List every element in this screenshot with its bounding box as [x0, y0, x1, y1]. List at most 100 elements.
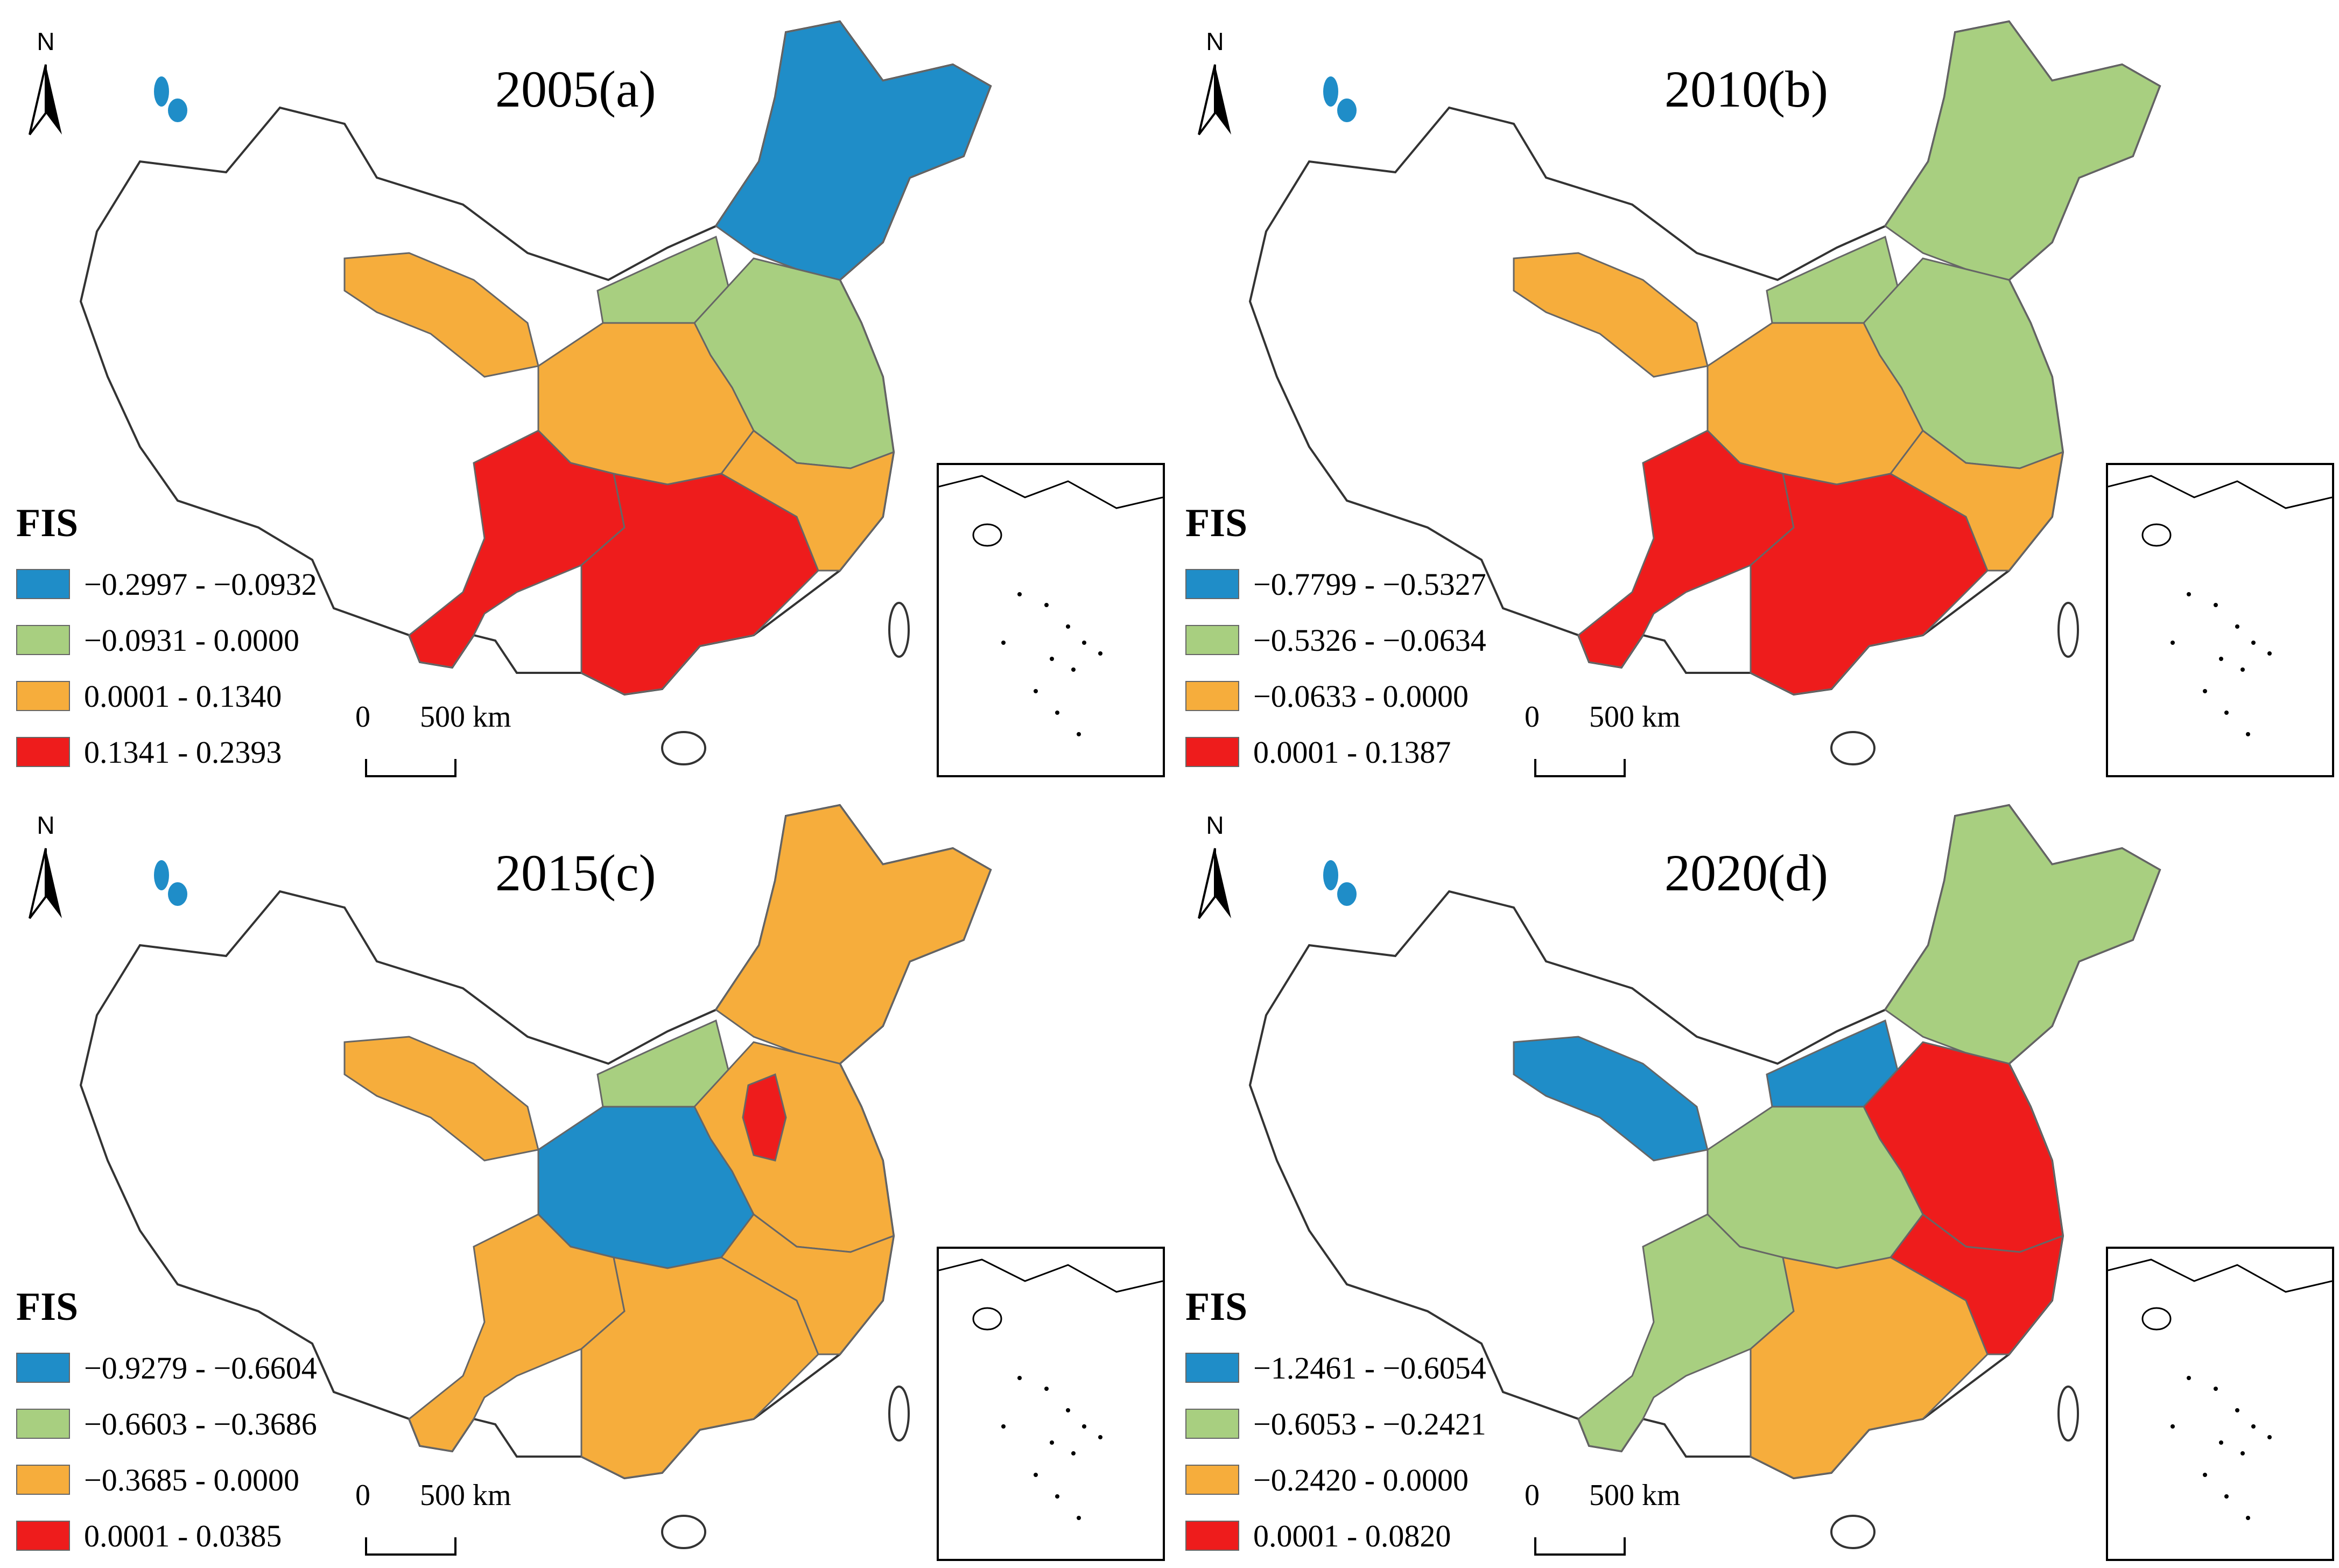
- legend-label: 0.0001 - 0.0820: [1253, 1518, 1451, 1553]
- scale-bar-line: [1534, 1537, 1626, 1556]
- north-arrow: N: [11, 811, 81, 929]
- inset-islet: [2267, 1435, 2272, 1439]
- south-china-sea-inset: [937, 1247, 1165, 1561]
- legend-swatch: [1185, 1409, 1239, 1439]
- legend-item: 0.0001 - 0.1340: [16, 668, 317, 724]
- north-label: N: [1206, 811, 1224, 839]
- legend-swatch: [16, 625, 70, 655]
- inset-islet: [1044, 1387, 1049, 1391]
- legend-item: 0.1341 - 0.2393: [16, 724, 317, 780]
- china-map-2010: [1248, 20, 2161, 765]
- inset-islet: [2224, 711, 2229, 715]
- inset-island: [2141, 1307, 2172, 1331]
- legend-label: 0.1341 - 0.2393: [84, 734, 282, 770]
- legend-swatch: [1185, 569, 1239, 599]
- inset-coastline: [2108, 1258, 2332, 1293]
- inset-islet: [2203, 689, 2207, 693]
- legend: FIS −0.9279 - −0.6604 −0.6603 - −0.3686 …: [16, 1284, 317, 1564]
- region-southeast: [720, 429, 895, 572]
- inset-islet: [2214, 603, 2218, 607]
- scale-zero: 0: [1525, 1479, 1540, 1512]
- lake-shape: [1323, 76, 1338, 107]
- inset-islet: [2224, 1494, 2229, 1499]
- scale-zero: 0: [355, 1479, 370, 1512]
- region-northwest: [1513, 252, 1709, 378]
- north-arrow: N: [1180, 27, 1250, 145]
- legend-item: −1.2461 - −0.6054: [1185, 1340, 1486, 1396]
- region-southeast: [1889, 429, 2064, 572]
- legend-item: 0.0001 - 0.0385: [16, 1508, 317, 1564]
- region-southwest: [408, 430, 626, 669]
- north-arrow-icon: [1198, 64, 1231, 136]
- inset-islet: [1001, 1424, 1006, 1429]
- region-capital: [742, 1073, 787, 1162]
- legend-label: −0.0633 - 0.0000: [1253, 678, 1469, 714]
- inset-map: [2108, 475, 2332, 736]
- legend: FIS −1.2461 - −0.6054 −0.6053 - −0.2421 …: [1185, 1284, 1486, 1564]
- north-arrow-icon: [29, 64, 62, 136]
- region-southwest: [1577, 430, 1795, 669]
- inset-islet: [1098, 651, 1102, 656]
- inset-islet: [1034, 689, 1038, 693]
- north-arrow-icon: [29, 848, 62, 919]
- legend-item: −0.2420 - 0.0000: [1185, 1452, 1486, 1508]
- legend-item: 0.0001 - 0.1387: [1185, 724, 1486, 780]
- inset-islet: [2171, 1424, 2175, 1429]
- china-map-2020: [1248, 804, 2161, 1549]
- inset-map: [939, 1258, 1163, 1520]
- inset-islet: [1082, 1424, 1086, 1429]
- region-northwest: [1513, 1036, 1709, 1162]
- region-northeast: [1884, 20, 2161, 281]
- legend-label: −0.0931 - 0.0000: [84, 622, 300, 658]
- inset-islet: [2219, 657, 2223, 661]
- map-panel-2010: N 2010(b) FIS −0.7799 - −0.5327 −0.5326 …: [1169, 0, 2338, 784]
- panel-title: 2005(a): [495, 60, 656, 118]
- scale-distance: 500 km: [1589, 1479, 1681, 1512]
- region-northwest: [343, 252, 539, 378]
- inset-islet: [2235, 1408, 2239, 1412]
- region-northeast: [714, 804, 992, 1065]
- inset-islet: [2240, 1451, 2245, 1456]
- inset-island: [972, 523, 1002, 547]
- hainan-island: [1830, 1515, 1876, 1549]
- lake-shape: [1323, 860, 1338, 890]
- inset-islet: [2251, 1424, 2256, 1429]
- lake-shape: [154, 860, 169, 890]
- inset-islet: [2187, 592, 2191, 596]
- legend-swatch: [1185, 737, 1239, 767]
- inset-islet: [1034, 1473, 1038, 1477]
- scale-distance: 500 km: [1589, 700, 1681, 734]
- north-label: N: [1206, 27, 1224, 55]
- scale-bar-line: [365, 1537, 456, 1556]
- region-northwest: [343, 1036, 539, 1162]
- region-southwest: [408, 1213, 626, 1452]
- inset-islet: [1001, 641, 1006, 645]
- map-panel-2020: N 2020(d) FIS −1.2461 - −0.6054 −0.6053 …: [1169, 784, 2338, 1567]
- legend-item: 0.0001 - 0.0820: [1185, 1508, 1486, 1564]
- inset-coastline: [2108, 475, 2332, 509]
- inset-islet: [1066, 624, 1070, 629]
- legend-swatch: [1185, 1465, 1239, 1495]
- legend-title: FIS: [1185, 501, 1248, 545]
- inset-islet: [2251, 641, 2256, 645]
- legend-item: −0.0633 - 0.0000: [1185, 668, 1486, 724]
- legend-label: 0.0001 - 0.1340: [84, 678, 282, 714]
- inset-islet: [2203, 1473, 2207, 1477]
- legend-label: −0.6603 - −0.3686: [84, 1406, 317, 1442]
- hainan-island: [661, 1515, 706, 1549]
- region-southwest: [1577, 1213, 1795, 1452]
- legend-label: −0.7799 - −0.5327: [1253, 566, 1486, 602]
- inset-islet: [1044, 603, 1049, 607]
- legend-swatch: [16, 1409, 70, 1439]
- legend-swatch: [16, 1521, 70, 1551]
- scale-distance: 500 km: [420, 1479, 511, 1512]
- legend-swatch: [16, 1353, 70, 1383]
- south-china-sea-inset: [2106, 1247, 2334, 1561]
- panel-title: 2010(b): [1664, 60, 1828, 118]
- legend-label: −0.2420 - 0.0000: [1253, 1462, 1469, 1497]
- scale-zero: 0: [355, 700, 370, 734]
- taiwan-island: [888, 1386, 910, 1442]
- inset-islet: [1077, 732, 1081, 736]
- legend-label: −0.9279 - −0.6604: [84, 1350, 317, 1386]
- map-panel-2005: N 2005(a) FIS −0.2997 - −0.0932 −0.0931 …: [0, 0, 1169, 784]
